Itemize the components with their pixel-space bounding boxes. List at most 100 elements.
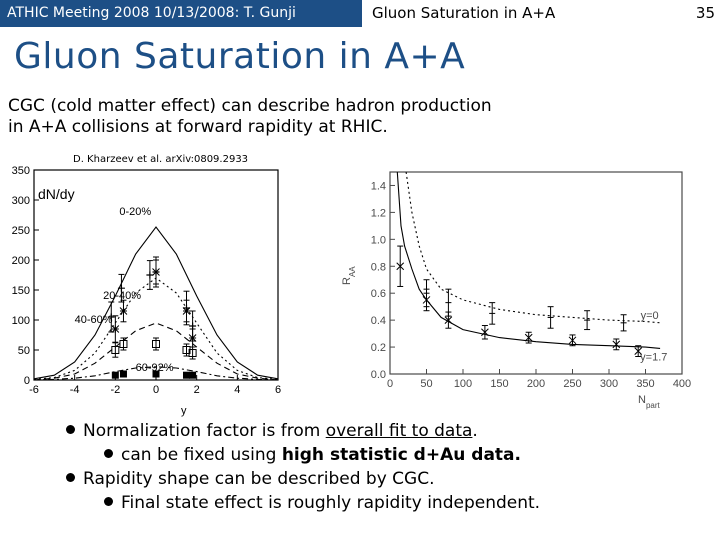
y-tick-label: 0.4 xyxy=(371,315,386,327)
y-tick-label: 0.8 xyxy=(371,261,386,273)
x-axis-label: y xyxy=(181,405,187,417)
bullet-suffix: . xyxy=(472,421,478,441)
y-tick-label: 1.2 xyxy=(371,207,386,219)
y-tick-label: 0.6 xyxy=(371,288,386,300)
data-point xyxy=(396,262,405,271)
series-label: 0-20% xyxy=(119,206,151,218)
intro-line-1: CGC (cold matter effect) can describe ha… xyxy=(8,96,492,116)
data-point xyxy=(111,346,120,354)
data-point xyxy=(119,307,128,315)
series-curve xyxy=(396,172,661,349)
x-tick-label: -2 xyxy=(110,384,120,396)
data-point xyxy=(119,370,127,378)
y-tick-label: 1.4 xyxy=(371,180,386,192)
series-curve xyxy=(34,366,278,380)
y-tick-label: 100 xyxy=(12,315,30,327)
y-axis-label: RAA xyxy=(341,266,357,285)
bullet-fixed-dau: can be fixed using high statistic d+Au d… xyxy=(66,443,540,467)
header-meeting: ATHIC Meeting 2008 10/13/2008: T. Gunji xyxy=(0,0,362,27)
x-tick-label: 200 xyxy=(527,378,545,390)
x-tick-label: 100 xyxy=(454,378,472,390)
bullet-bold-text: high statistic d+Au data. xyxy=(281,445,521,465)
bullet-dot xyxy=(104,449,113,458)
data-point xyxy=(119,340,128,348)
data-point xyxy=(107,313,115,321)
x-tick-label: 150 xyxy=(490,378,508,390)
data-point xyxy=(189,322,197,330)
bullet-list: Normalization factor is from overall fit… xyxy=(66,419,540,515)
x-tick-label: 300 xyxy=(600,378,618,390)
x-tick-label: 350 xyxy=(636,378,654,390)
bullet-rapidity-shape: Rapidity shape can be described by CGC. xyxy=(66,467,540,491)
data-point xyxy=(152,340,160,348)
dndy-vs-rapidity-plot: -6 -4 -2 0 2 4 6 0 50 100 150 200 250 300 350 dN/dy y 0-2… xyxy=(12,165,281,417)
data-point xyxy=(152,370,160,378)
series-label: 40-60% xyxy=(75,314,113,326)
plot-frame xyxy=(389,171,683,375)
series-label: 20-40% xyxy=(103,290,141,302)
bullet-text: can be fixed using xyxy=(121,445,282,465)
y-tick-label: 0 xyxy=(24,375,30,387)
overall-fit-link[interactable]: overall fit to data xyxy=(325,421,473,441)
bullet-dot xyxy=(66,425,75,434)
data-point xyxy=(117,284,125,292)
y-tick-label: 300 xyxy=(12,195,30,207)
data-point xyxy=(188,349,197,357)
x-tick-label: 0 xyxy=(153,384,159,396)
data-point xyxy=(444,316,453,324)
intro-line-2: in A+A collisions at forward rapidity at… xyxy=(8,117,388,137)
data-point xyxy=(146,271,154,279)
series-label: 60-92% xyxy=(136,362,174,374)
x-tick-label: 6 xyxy=(275,384,281,396)
y-tick-label: 1.0 xyxy=(371,234,386,246)
page-title: Gluon Saturation in A+A xyxy=(14,36,466,77)
data-point xyxy=(152,268,160,276)
data-point xyxy=(182,307,191,315)
data-point xyxy=(634,347,643,355)
plot-area xyxy=(34,226,278,380)
x-axis-label: Npart xyxy=(638,394,661,410)
series-curve xyxy=(34,322,278,380)
annotation-y1p7: y=1.7 xyxy=(640,352,667,364)
data-point xyxy=(189,371,197,379)
y-tick-label: 350 xyxy=(12,165,30,177)
bullet-text: Final state effect is roughly rapidity i… xyxy=(121,493,541,513)
data-point xyxy=(188,334,197,342)
data-point xyxy=(111,325,120,333)
series-curve xyxy=(34,226,278,380)
y-tick-label: 0.2 xyxy=(371,342,386,354)
bullet-text: Rapidity shape can be described by CGC. xyxy=(83,469,435,489)
data-point xyxy=(183,371,190,379)
bullet-text: Normalization factor is from xyxy=(83,421,326,441)
y-tick-label: 150 xyxy=(12,285,30,297)
x-tick-label: 4 xyxy=(234,384,240,396)
y-tick-label: 200 xyxy=(12,255,30,267)
bullet-dot xyxy=(104,497,113,506)
series-curve xyxy=(405,172,661,324)
bullet-final-state: Final state effect is roughly rapidity i… xyxy=(66,491,540,515)
header-slide-title: Gluon Saturation in A+A xyxy=(372,4,556,22)
x-tick-label: 50 xyxy=(420,378,432,390)
data-point xyxy=(612,340,621,349)
page-number: 35 xyxy=(695,4,715,22)
x-tick-label: 400 xyxy=(673,378,691,390)
data-point xyxy=(422,296,431,304)
data-point xyxy=(111,371,119,379)
y-tick-label: 250 xyxy=(12,225,30,237)
bullet-dot xyxy=(66,473,75,482)
x-tick-label: 250 xyxy=(563,378,581,390)
y-tick-label: 50 xyxy=(18,345,30,357)
data-point xyxy=(568,336,577,345)
x-tick-label: -4 xyxy=(70,384,80,396)
raa-vs-npart-plot: 0 50 100 150 200 250 300 350 400 0.0 0.2 0.4 0.6 0.8 1… xyxy=(341,171,691,410)
data-point xyxy=(481,328,489,337)
data-point xyxy=(524,333,533,342)
citation: D. Kharzeev et al. arXiv:0809.2933 xyxy=(73,154,249,165)
y-tick-label: 0.0 xyxy=(371,369,386,381)
x-tick-label: 0 xyxy=(387,378,393,390)
x-tick-label: -6 xyxy=(29,384,39,396)
y-axis-label: dN/dy xyxy=(38,186,75,202)
annotation-y0: y=0 xyxy=(641,310,659,322)
bullet-normalization: Normalization factor is from overall fit… xyxy=(66,419,540,443)
intro-text: CGC (cold matter effect) can describe ha… xyxy=(8,96,492,138)
